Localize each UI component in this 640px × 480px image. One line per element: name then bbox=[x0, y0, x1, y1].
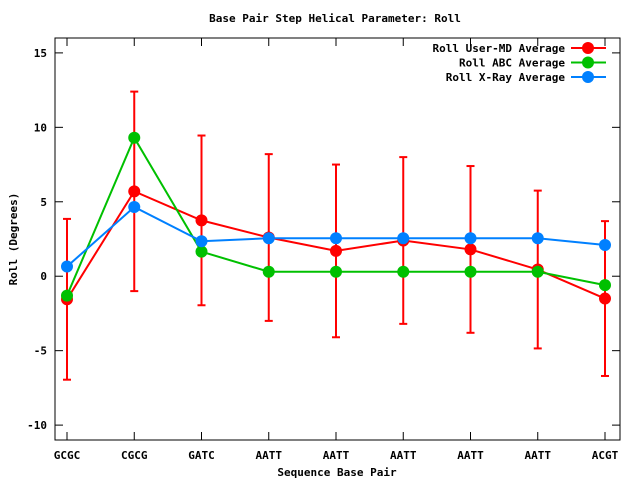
data-point-2 bbox=[61, 260, 73, 273]
y-tick-label: 15 bbox=[34, 47, 47, 60]
x-tick-label: GATC bbox=[188, 449, 215, 462]
legend-marker bbox=[582, 56, 594, 69]
data-point-0 bbox=[128, 185, 141, 198]
y-axis-label: Roll (Degrees) bbox=[7, 193, 20, 286]
legend-marker bbox=[582, 71, 594, 83]
data-point-1 bbox=[195, 245, 208, 258]
data-point-1 bbox=[128, 131, 141, 144]
plot-frame bbox=[54, 37, 621, 441]
legend-marker bbox=[582, 42, 594, 54]
data-point-0 bbox=[599, 292, 611, 305]
data-point-2 bbox=[464, 232, 477, 245]
y-tick-label: 0 bbox=[40, 270, 47, 283]
legend-label: Roll User-MD Average bbox=[433, 42, 566, 55]
data-point-2 bbox=[599, 238, 611, 251]
data-point-2 bbox=[330, 232, 342, 245]
x-tick-label: AATT bbox=[525, 449, 552, 462]
data-point-2 bbox=[262, 232, 275, 245]
data-point-1 bbox=[397, 265, 410, 278]
legend-label: Roll ABC Average bbox=[459, 57, 565, 70]
data-point-0 bbox=[464, 243, 477, 256]
x-axis-label: Sequence Base Pair bbox=[277, 466, 397, 479]
data-point-2 bbox=[128, 200, 141, 213]
data-point-2 bbox=[397, 232, 410, 245]
data-point-1 bbox=[262, 265, 275, 278]
y-tick-label: 10 bbox=[34, 121, 47, 134]
y-tick-label: -5 bbox=[34, 345, 47, 358]
x-tick-label: AATT bbox=[457, 449, 484, 462]
chart-title: Base Pair Step Helical Parameter: Roll bbox=[209, 12, 461, 25]
data-point-1 bbox=[464, 265, 477, 278]
x-tick-label: AATT bbox=[323, 449, 350, 462]
y-tick-label: -10 bbox=[27, 419, 47, 432]
data-point-0 bbox=[330, 244, 342, 257]
data-point-2 bbox=[195, 235, 208, 248]
x-tick-label: ACGT bbox=[592, 449, 619, 462]
x-tick-label: AATT bbox=[390, 449, 417, 462]
x-tick-label: CGCG bbox=[121, 449, 148, 462]
data-point-1 bbox=[599, 279, 611, 292]
x-tick-label: GCGC bbox=[54, 449, 81, 462]
x-tick-label: AATT bbox=[256, 449, 283, 462]
data-point-2 bbox=[531, 232, 544, 245]
data-point-0 bbox=[195, 214, 208, 227]
y-tick-label: 5 bbox=[40, 196, 47, 209]
data-point-1 bbox=[330, 265, 342, 278]
data-point-1 bbox=[61, 289, 73, 302]
data-point-1 bbox=[531, 265, 544, 278]
legend-label: Roll X-Ray Average bbox=[446, 71, 566, 84]
